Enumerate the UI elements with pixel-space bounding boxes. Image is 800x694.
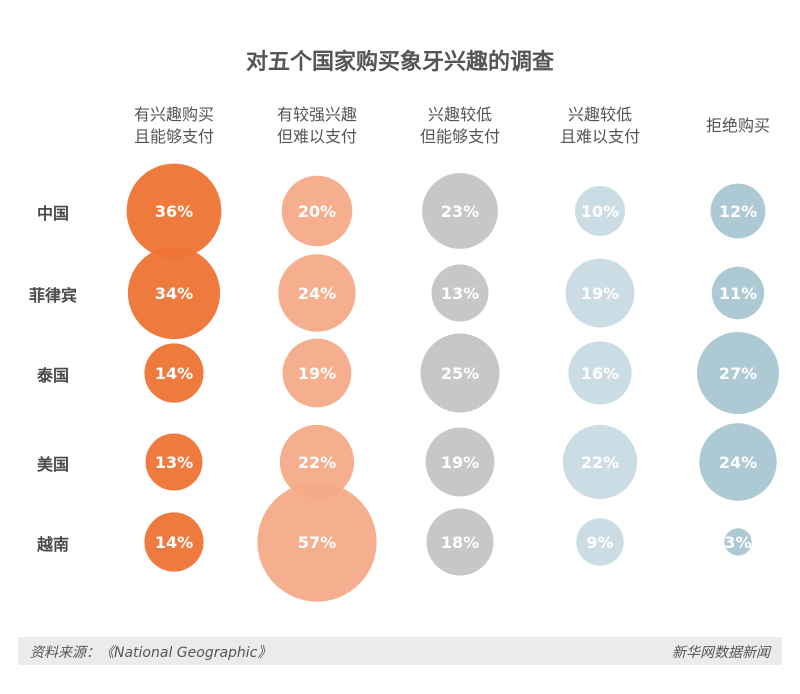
column-label-4: 兴趣较低 且难以支付 xyxy=(535,104,665,148)
bubble-value-label: 20% xyxy=(298,202,336,221)
bubble-value-label: 19% xyxy=(581,284,619,303)
bubble-2-3: 13% xyxy=(431,264,489,322)
row-label-country: 美国 xyxy=(36,455,69,474)
bubble-circle xyxy=(699,423,777,501)
bubble-value-label: 14% xyxy=(155,364,193,383)
bubble-value-label: 22% xyxy=(298,453,336,472)
bubble-1-1: 36% xyxy=(126,163,222,259)
bubble-3-1: 14% xyxy=(144,343,204,403)
bubble-5-1: 14% xyxy=(144,512,204,572)
bubble-circle xyxy=(565,258,635,328)
bubble-value-label: 13% xyxy=(441,284,479,303)
bubble-value-label: 11% xyxy=(719,284,757,303)
bubble-2-1: 34% xyxy=(127,246,221,340)
bubble-circle xyxy=(431,264,489,322)
bubble-5-4: 9% xyxy=(576,518,624,566)
bubble-4-3: 19% xyxy=(425,427,495,497)
column-label-line: 但能够支付 xyxy=(419,127,500,146)
bubble-value-label: 24% xyxy=(298,284,336,303)
bubble-circle xyxy=(568,341,632,405)
bubble-4-5: 24% xyxy=(699,423,777,501)
bubble-value-label: 16% xyxy=(581,364,619,383)
bubble-circle xyxy=(281,175,353,247)
bubble-1-2: 20% xyxy=(281,175,353,247)
column-label-line: 但难以支付 xyxy=(276,127,357,146)
row-label-country: 中国 xyxy=(36,204,69,223)
column-label-line: 兴趣较低 xyxy=(567,105,632,124)
bubble-circle xyxy=(576,518,624,566)
bubble-value-label: 3% xyxy=(724,533,751,552)
bubble-value-label: 12% xyxy=(719,202,757,221)
column-label-3: 兴趣较低 但能够支付 xyxy=(395,104,525,148)
bubble-value-label: 24% xyxy=(719,453,757,472)
bubble-circle xyxy=(710,183,766,239)
bubble-value-label: 14% xyxy=(155,533,193,552)
bubble-5-5: 3% xyxy=(724,528,752,556)
bubble-circle xyxy=(724,528,752,556)
bubble-circle xyxy=(711,266,765,320)
bubble-circle xyxy=(562,424,638,500)
bubble-2-4: 19% xyxy=(565,258,635,328)
bubble-value-label: 13% xyxy=(155,453,193,472)
bubble-circle xyxy=(278,254,356,332)
bubble-3-4: 16% xyxy=(568,341,632,405)
column-label-line: 且难以支付 xyxy=(559,127,640,146)
bubble-circle xyxy=(279,424,355,500)
column-label-2: 有较强兴趣但难以支付 xyxy=(252,104,382,148)
bubble-value-label: 10% xyxy=(581,202,619,221)
bubble-value-label: 34% xyxy=(155,284,193,303)
bubble-value-label: 19% xyxy=(441,453,479,472)
bubble-circle xyxy=(426,508,494,576)
row-label-country: 越南 xyxy=(36,535,69,554)
column-label-line: 且能够支付 xyxy=(133,127,214,146)
footer-bar: 资料来源：《National Geographic》 新华网数据新闻 xyxy=(18,637,782,665)
column-label-1: 有兴趣购买且能够支付 xyxy=(109,104,239,148)
bubble-value-label: 9% xyxy=(586,533,613,552)
chart-title: 对五个国家购买象牙兴趣的调查 xyxy=(245,50,554,75)
bubble-4-2: 22% xyxy=(279,424,355,500)
bubble-circle xyxy=(257,482,377,602)
bubble-2-5: 11% xyxy=(711,266,765,320)
column-label-line: 拒绝购买 xyxy=(705,116,770,135)
bubble-3-5: 27% xyxy=(697,332,779,414)
bubble-circle xyxy=(144,343,204,403)
bubble-1-3: 23% xyxy=(422,173,498,249)
bubble-value-label: 57% xyxy=(298,533,336,552)
column-label-5: 拒绝购买 xyxy=(673,115,800,137)
bubble-1-5: 12% xyxy=(710,183,766,239)
bubble-2-2: 24% xyxy=(278,254,356,332)
bubble-circle xyxy=(144,512,204,572)
bubble-3-3: 25% xyxy=(420,333,500,413)
column-label-line: 有兴趣购买 xyxy=(133,105,214,124)
column-label-line: 有较强兴趣 xyxy=(276,105,357,124)
source-note: 资料来源：《National Geographic》 xyxy=(30,645,272,661)
bubble-circle xyxy=(420,333,500,413)
bubble-5-3: 18% xyxy=(426,508,494,576)
bubble-5-2: 57% xyxy=(257,482,377,602)
bubble-circle xyxy=(575,186,625,236)
bubble-value-label: 19% xyxy=(298,364,336,383)
bubble-value-label: 36% xyxy=(155,202,193,221)
column-label-line: 兴趣较低 xyxy=(427,105,492,124)
bubble-3-2: 19% xyxy=(282,338,352,408)
bubble-4-1: 13% xyxy=(145,433,203,491)
bubble-circle xyxy=(425,427,495,497)
row-label-country: 泰国 xyxy=(36,366,69,385)
bubble-circle xyxy=(145,433,203,491)
bubble-value-label: 22% xyxy=(581,453,619,472)
bubble-circle xyxy=(422,173,498,249)
bubble-circle xyxy=(282,338,352,408)
bubble-value-label: 25% xyxy=(441,364,479,383)
bubble-value-label: 23% xyxy=(441,202,479,221)
bubble-4-4: 22% xyxy=(562,424,638,500)
bubble-circle xyxy=(127,246,221,340)
bubble-circle xyxy=(126,163,222,259)
credit-note: 新华网数据新闻 xyxy=(672,645,770,661)
bubble-value-label: 18% xyxy=(441,533,479,552)
bubble-circle xyxy=(697,332,779,414)
bubble-1-4: 10% xyxy=(575,186,625,236)
row-label-country: 菲律宾 xyxy=(28,286,77,305)
bubble-value-label: 27% xyxy=(719,364,757,383)
